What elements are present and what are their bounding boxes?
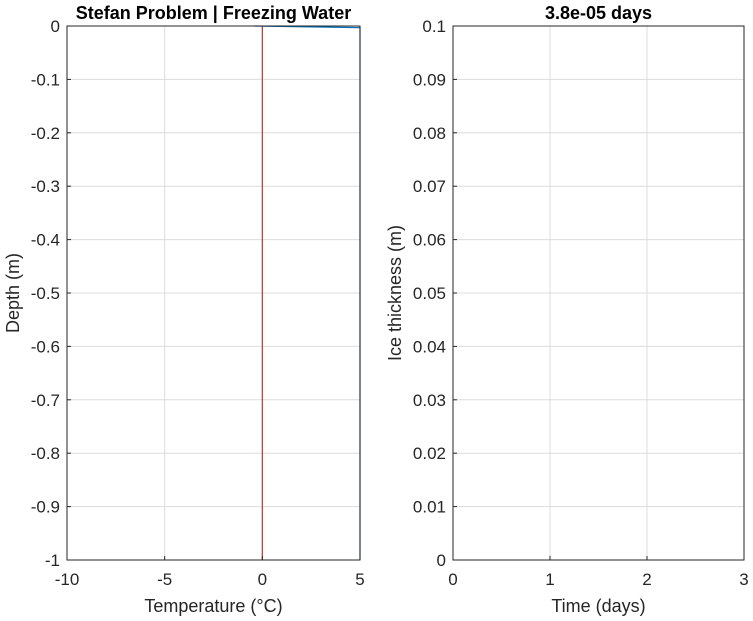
ice-thickness-y-tick-label: 0.06 xyxy=(413,231,446,250)
temperature-y-tick-label: -0.6 xyxy=(31,337,60,356)
ice-thickness-grid xyxy=(452,25,745,561)
ice-thickness-y-tick-label: 0.08 xyxy=(413,124,446,143)
ice-thickness-x-tick-label: 3 xyxy=(739,570,748,589)
ice-thickness-x-tick-label: 2 xyxy=(642,570,651,589)
temperature-profile-plot: -10 -5 0 5 -1 -0.9 -0.8 -0.7 -0.6 -0.5 -0.4 -0.3 -0.… xyxy=(3,3,365,616)
ice-thickness-y-tick-label: 0.07 xyxy=(413,177,446,196)
ice-thickness-y-tick-label: 0.04 xyxy=(413,337,446,356)
temperature-y-tick-label: -0.1 xyxy=(31,70,60,89)
depth-y-axis-label: Depth (m) xyxy=(3,253,23,333)
ice-thickness-y-tick-label: 0.03 xyxy=(413,391,446,410)
ice-thickness-plot: 0 1 2 3 0 0.01 0.02 0.03 0.04 0.05 0.06 0.07 0.08 0.0… xyxy=(385,3,749,616)
temperature-y-tick-label: 0 xyxy=(51,17,60,36)
temperature-plot-title: Stefan Problem | Freezing Water xyxy=(76,3,351,23)
ice-thickness-y-tick-label: 0.05 xyxy=(413,284,446,303)
ice-thickness-x-tick-label: 0 xyxy=(448,570,457,589)
temperature-y-tick-label: -0.7 xyxy=(31,391,60,410)
ice-thickness-plot-title: 3.8e-05 days xyxy=(545,3,652,23)
temperature-y-tick-label: -0.5 xyxy=(31,284,60,303)
temperature-y-tick-label: -0.4 xyxy=(31,231,60,250)
ice-thickness-x-tick-label: 1 xyxy=(545,570,554,589)
ice-thickness-y-axis-label: Ice thickness (m) xyxy=(385,225,405,361)
ice-thickness-ticks: 0 1 2 3 0 0.01 0.02 0.03 0.04 0.05 0.06 0.07 0.08 0.0… xyxy=(413,17,749,589)
temperature-grid xyxy=(66,25,361,561)
temperature-x-tick-label: -5 xyxy=(157,570,172,589)
temperature-x-axis-label: Temperature (°C) xyxy=(144,596,282,616)
ice-thickness-y-tick-label: 0.01 xyxy=(413,498,446,517)
temperature-x-tick-label: -10 xyxy=(55,570,80,589)
temperature-ticks: -10 -5 0 5 -1 -0.9 -0.8 -0.7 -0.6 -0.5 -0.4 -0.3 -0.… xyxy=(31,17,365,589)
temperature-y-tick-label: -0.8 xyxy=(31,444,60,463)
temperature-y-tick-label: -1 xyxy=(45,551,60,570)
ice-thickness-y-tick-label: 0 xyxy=(437,551,446,570)
temperature-x-tick-label: 0 xyxy=(258,570,267,589)
temperature-y-tick-label: -0.3 xyxy=(31,177,60,196)
temperature-x-tick-label: 5 xyxy=(355,570,364,589)
ice-thickness-y-tick-label: 0.1 xyxy=(422,17,446,36)
temperature-y-tick-label: -0.9 xyxy=(31,498,60,517)
ice-thickness-y-tick-label: 0.09 xyxy=(413,70,446,89)
time-x-axis-label: Time (days) xyxy=(551,596,645,616)
temperature-y-tick-label: -0.2 xyxy=(31,124,60,143)
ice-thickness-y-tick-label: 0.02 xyxy=(413,444,446,463)
